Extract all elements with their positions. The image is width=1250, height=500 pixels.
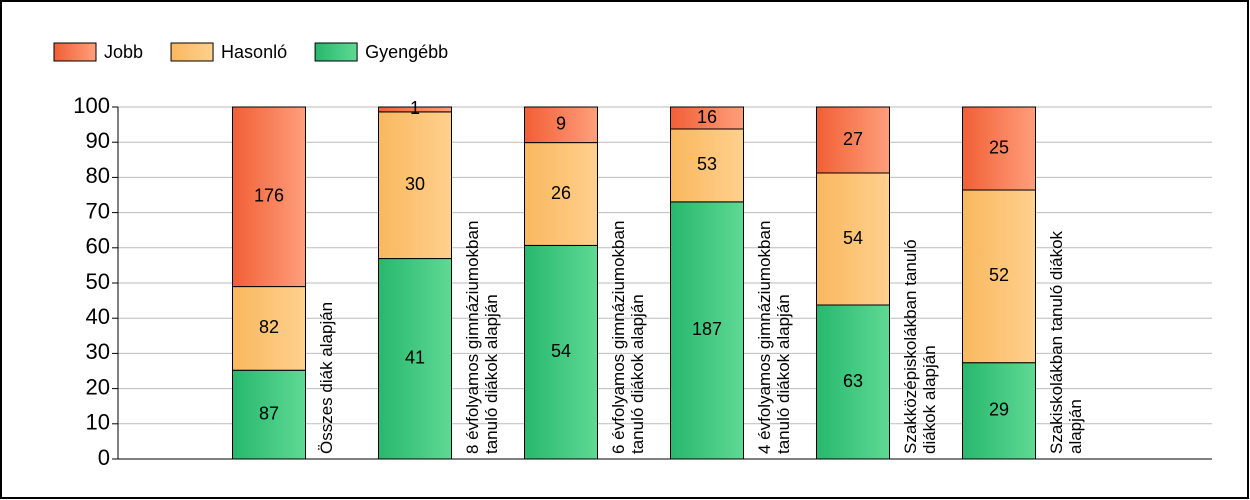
category-label: Szakiskolákban tanuló diákok — [1047, 230, 1066, 454]
data-label: 63 — [843, 371, 863, 391]
y-tick-label: 10 — [86, 410, 110, 435]
bar-segment — [524, 244, 598, 460]
bar-segment — [378, 106, 452, 113]
bar-segment — [816, 106, 890, 174]
y-tick-label: 90 — [86, 128, 110, 153]
data-label: 87 — [259, 403, 279, 423]
legend-swatch — [314, 42, 358, 62]
bar-segment — [670, 128, 744, 203]
bar-segment — [524, 142, 598, 246]
legend-label: Hasonló — [221, 42, 287, 62]
y-tick-label: 40 — [86, 304, 110, 329]
data-label: 30 — [405, 174, 425, 194]
bar-segment — [816, 304, 890, 460]
data-label: 54 — [843, 228, 863, 248]
category-label: alapján — [1066, 399, 1085, 454]
bar-segment — [524, 106, 598, 144]
bar-segment — [962, 362, 1036, 460]
bar-segment — [670, 201, 744, 460]
legend-label: Gyengébb — [365, 42, 448, 62]
bar-segment — [962, 106, 1036, 191]
bar-segment — [232, 369, 306, 460]
bar-segment — [670, 106, 744, 130]
data-label: 41 — [405, 348, 425, 368]
y-tick-label: 70 — [86, 198, 110, 223]
data-label: 54 — [551, 341, 571, 361]
data-label: 187 — [692, 319, 722, 339]
data-label: 82 — [259, 317, 279, 337]
data-label: 25 — [989, 137, 1009, 157]
y-tick-label: 20 — [86, 374, 110, 399]
data-label: 52 — [989, 265, 1009, 285]
bar-segment — [378, 111, 452, 260]
category-label: tanuló diákok alapján — [774, 294, 793, 454]
bar-segment — [378, 258, 452, 460]
category-label: tanuló diákok alapján — [628, 294, 647, 454]
bar-segment — [962, 189, 1036, 364]
data-label: 9 — [556, 114, 566, 134]
y-tick-label: 100 — [73, 93, 110, 118]
bar-segment — [816, 172, 890, 306]
legend-label: Jobb — [104, 42, 143, 62]
data-label: 53 — [697, 154, 717, 174]
y-tick-label: 80 — [86, 163, 110, 188]
category-label: 4 évfolyamos gimnáziumokban — [755, 221, 774, 454]
category-label: 8 évfolyamos gimnáziumokban — [463, 221, 482, 454]
y-tick-label: 50 — [86, 269, 110, 294]
category-label: Szakközépiskolákban tanuló — [901, 239, 920, 454]
category-label: Összes diák alapján — [317, 302, 336, 454]
category-label: 6 évfolyamos gimnáziumokban — [609, 221, 628, 454]
data-label: 27 — [843, 129, 863, 149]
y-tick-label: 0 — [98, 445, 110, 470]
data-label: 1 — [410, 98, 420, 118]
y-tick-label: 60 — [86, 234, 110, 259]
data-label: 16 — [697, 107, 717, 127]
category-label: diákok alapján — [920, 345, 939, 454]
data-label: 29 — [989, 400, 1009, 420]
bar-segment — [232, 106, 306, 288]
legend-swatch — [170, 42, 214, 62]
data-label: 176 — [254, 186, 284, 206]
legend-swatch — [53, 42, 97, 62]
data-label: 26 — [551, 183, 571, 203]
category-label: tanuló diákok alapján — [482, 294, 501, 454]
y-tick-label: 30 — [86, 339, 110, 364]
